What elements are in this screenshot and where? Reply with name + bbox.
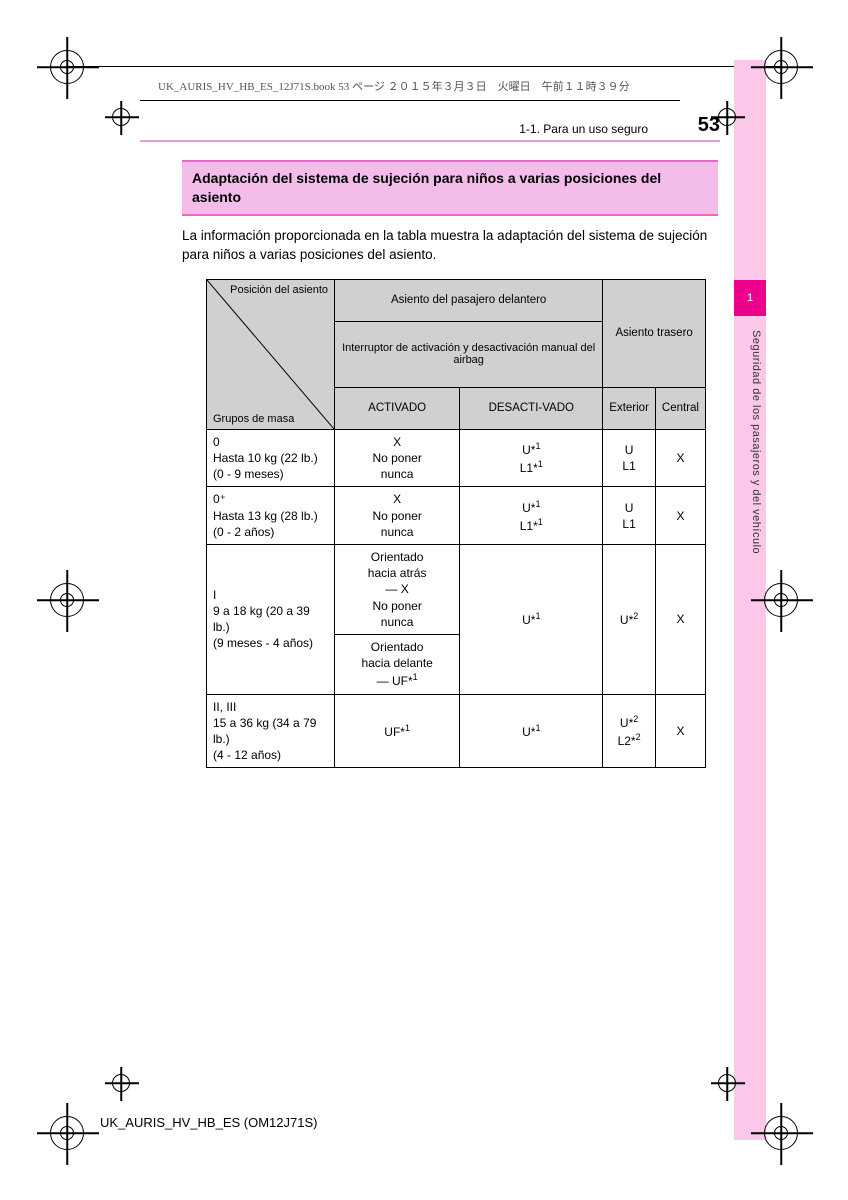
row-label-text: (9 meses - 4 años): [213, 636, 313, 650]
diagonal-header-cell: Posición del asiento Grupos de masa: [207, 279, 335, 429]
cell: Orientadohacia atrás— XNo ponernunca: [335, 545, 460, 635]
diag-header-top: Posición del asiento: [230, 284, 328, 296]
page: 1 Seguridad de los pasajeros y del vehíc…: [0, 0, 848, 1200]
row-label: 0 Hasta 10 kg (22 lb.) (0 - 9 meses): [207, 429, 335, 487]
col-central: Central: [655, 387, 705, 429]
row-label-text: 0⁺: [213, 492, 226, 506]
row-label-text: (0 - 2 años): [213, 525, 274, 539]
cell: X: [655, 429, 705, 487]
cell: UL1: [603, 429, 656, 487]
table-row: 0⁺ Hasta 13 kg (28 lb.) (0 - 2 años) XNo…: [207, 487, 706, 545]
row-label-text: (0 - 9 meses): [213, 467, 284, 481]
row-label-text: 15 a 36 kg (34 a 79 lb.): [213, 716, 316, 746]
registration-dot-icon: [112, 108, 130, 126]
row-label: II, III 15 a 36 kg (34 a 79 lb.) (4 - 12…: [207, 694, 335, 768]
chapter-tab: 1: [734, 280, 766, 316]
registration-dot-icon: [718, 1074, 736, 1092]
col-desactivado: DESACTI-VADO: [460, 387, 603, 429]
cell: U*1L1*1: [460, 487, 603, 545]
cell: U*1L1*1: [460, 429, 603, 487]
row-label: I 9 a 18 kg (20 a 39 lb.) (9 meses - 4 a…: [207, 545, 335, 695]
table-row: II, III 15 a 36 kg (34 a 79 lb.) (4 - 12…: [207, 694, 706, 768]
row-label-text: II, III: [213, 700, 236, 714]
header-rule: [140, 140, 720, 142]
chapter-tab-number: 1: [747, 292, 753, 304]
cell: Orientadohacia delante— UF*1: [335, 634, 460, 694]
row-label-text: Hasta 13 kg (28 lb.): [213, 509, 318, 523]
cell: U*2: [603, 545, 656, 695]
cell: XNo ponernunca: [335, 429, 460, 487]
col-exterior: Exterior: [603, 387, 656, 429]
intro-paragraph: La información proporcionada en la tabla…: [182, 226, 718, 265]
row-label-text: (4 - 12 años): [213, 748, 281, 762]
book-meta-line: UK_AURIS_HV_HB_ES_12J71S.book 53 ページ ２０１…: [158, 78, 630, 94]
front-seat-header: Asiento del pasajero delantero: [335, 279, 603, 321]
row-label-text: Hasta 10 kg (22 lb.): [213, 451, 318, 465]
registration-mark-icon: [764, 50, 798, 84]
rear-seat-header: Asiento trasero: [603, 279, 706, 387]
cell: XNo ponernunca: [335, 487, 460, 545]
footer-code: UK_AURIS_HV_HB_ES (OM12J71S): [100, 1115, 317, 1130]
cell: X: [655, 487, 705, 545]
registration-mark-icon: [50, 50, 84, 84]
diag-header-bottom: Grupos de masa: [213, 413, 294, 425]
registration-mark-icon: [50, 1116, 84, 1150]
registration-mark-icon: [764, 583, 798, 617]
cell: U*1: [460, 694, 603, 768]
section-title: Adaptación del sistema de sujeción para …: [182, 160, 718, 216]
cell: U*1: [460, 545, 603, 695]
chapter-title-vertical: Seguridad de los pasajeros y del vehícul…: [750, 330, 762, 554]
switch-header: Interruptor de activación y desactivació…: [335, 321, 603, 387]
table-row: 0 Hasta 10 kg (22 lb.) (0 - 9 meses) XNo…: [207, 429, 706, 487]
diagonal-line-icon: [207, 280, 334, 429]
content-area: Adaptación del sistema de sujeción para …: [182, 160, 718, 768]
registration-mark-icon: [764, 1116, 798, 1150]
cell: UL1: [603, 487, 656, 545]
cell: X: [655, 694, 705, 768]
table-row: I 9 a 18 kg (20 a 39 lb.) (9 meses - 4 a…: [207, 545, 706, 635]
cell: X: [655, 545, 705, 695]
registration-dot-icon: [718, 108, 736, 126]
crop-rule-top: [68, 66, 780, 67]
table-container: Posición del asiento Grupos de masa Asie…: [206, 279, 706, 768]
cell: UF*1: [335, 694, 460, 768]
cell: U*2L2*2: [603, 694, 656, 768]
row-label: 0⁺ Hasta 13 kg (28 lb.) (0 - 2 años): [207, 487, 335, 545]
col-activado: ACTIVADO: [335, 387, 460, 429]
row-label-text: I: [213, 588, 216, 602]
section-label: 1-1. Para un uso seguro: [519, 122, 648, 136]
restraint-table: Posición del asiento Grupos de masa Asie…: [206, 279, 706, 768]
registration-dot-icon: [112, 1074, 130, 1092]
meta-rule: [140, 100, 680, 101]
row-label-text: 9 a 18 kg (20 a 39 lb.): [213, 604, 310, 634]
registration-mark-icon: [50, 583, 84, 617]
row-label-text: 0: [213, 435, 220, 449]
